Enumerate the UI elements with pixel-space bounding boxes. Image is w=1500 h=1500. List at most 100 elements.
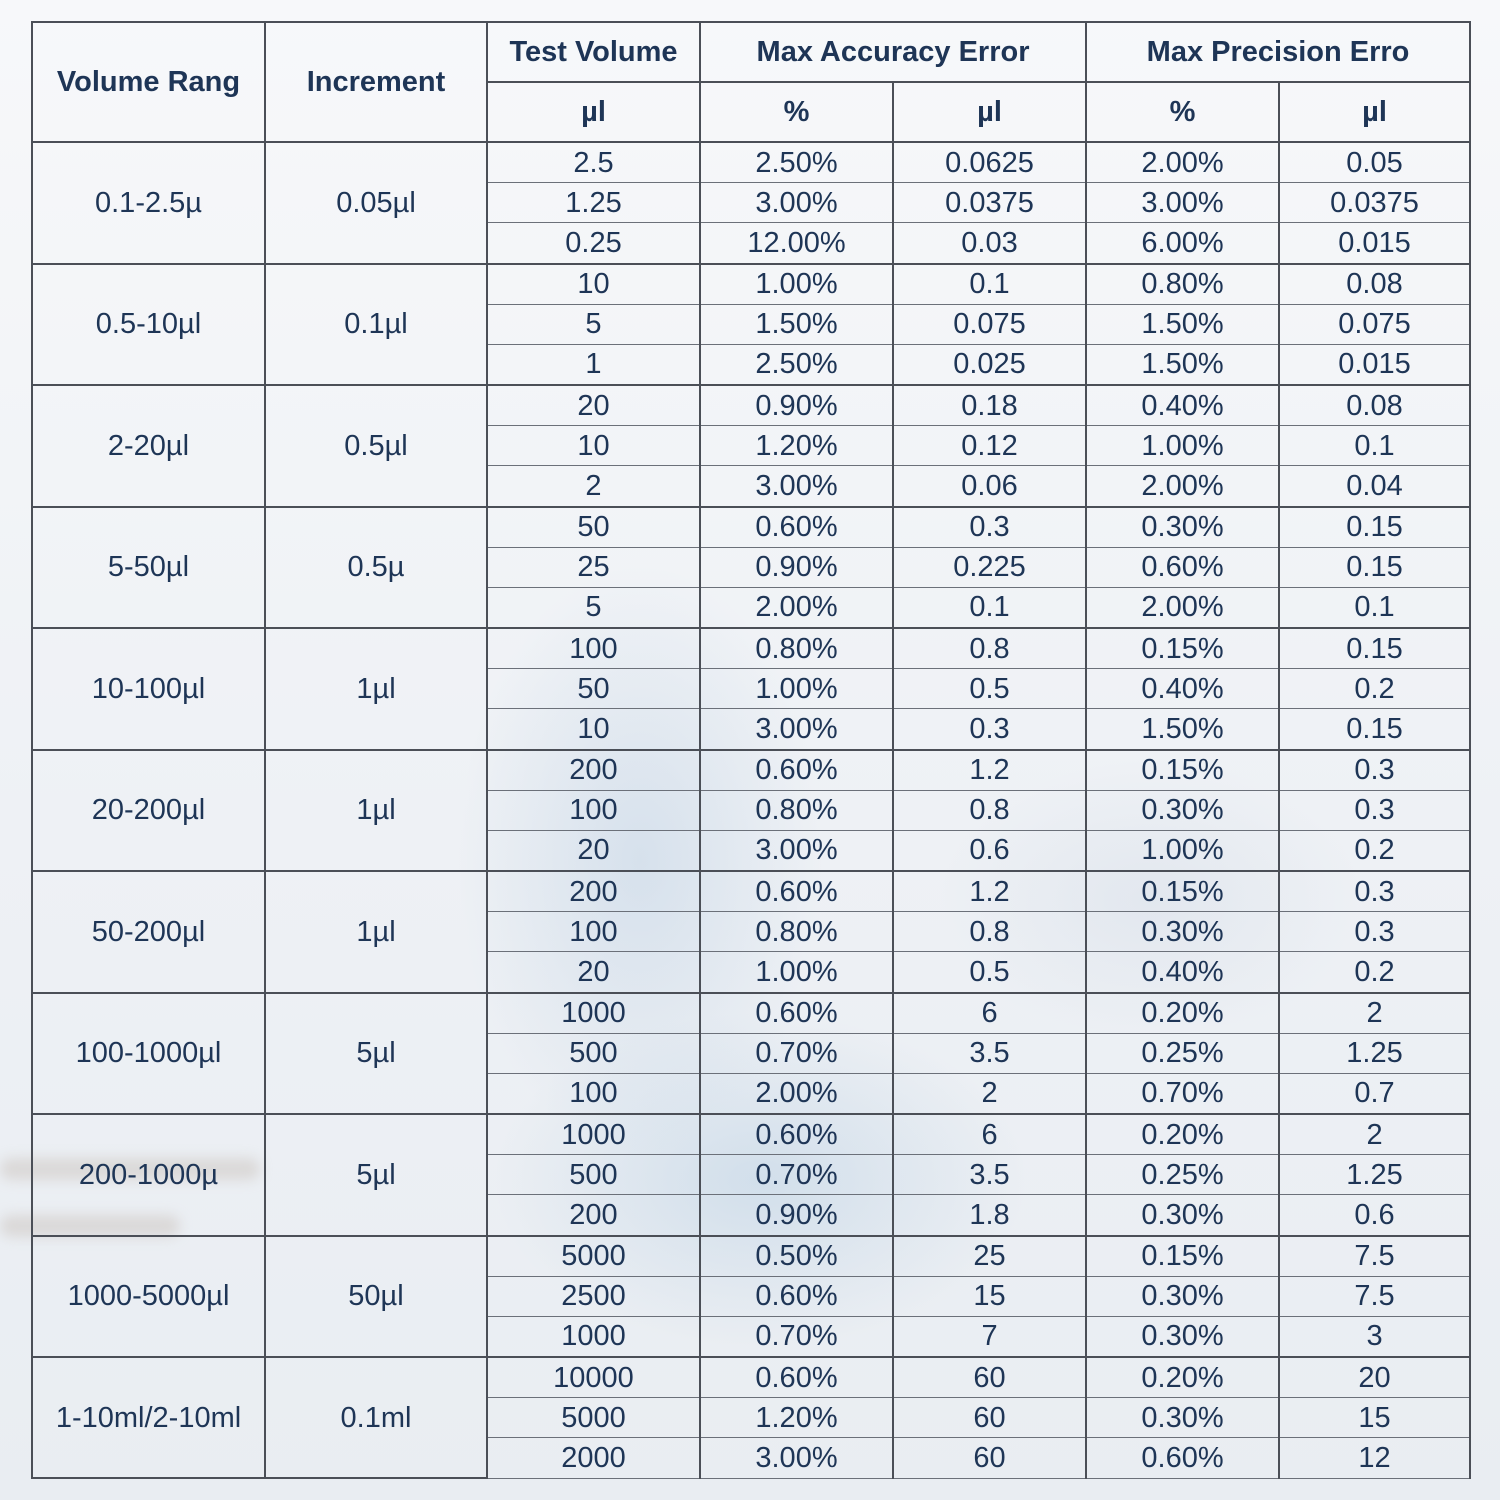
precision-ul-cell: 0.15 [1278,505,1472,548]
accuracy-percent-cell: 1.50% [699,303,894,345]
table-row: 1000-5000µl 50µl 5000 0.50% 25 0.15% 7.5 [31,1234,1472,1358]
table-row: 50-200µl 1µl 200 0.60% 1.2 0.15% 0.3 [31,870,1472,994]
table-row: 1-10ml/2-10ml 0.1ml 10000 0.60% 60 0.20% 20 [31,1356,1472,1479]
precision-percent-cell: 0.30% [1085,505,1281,548]
precision-ul-cell: 0.15 [1278,627,1472,670]
precision-percent-cell: 1.00% [1085,829,1281,872]
accuracy-percent-cell: 0.60% [699,870,894,913]
table-row: 0.1-2.5µ 0.05µl 2.5 2.50% 0.0625 2.00% 0.05 [31,141,1472,265]
accuracy-ul-cell: 0.5 [891,951,1088,993]
header-volume-range: Volume Rang [31,21,266,143]
test-volume-cell: 1 [486,343,701,386]
accuracy-percent-cell: 3.00% [699,708,894,750]
precision-percent-cell: 6.00% [1085,222,1281,264]
precision-percent-cell: 1.50% [1085,303,1281,345]
table-row: 10 3.00% 0.3 1.50% 0.15 [32,708,1472,750]
increment-cell: 1µl [264,870,488,994]
accuracy-percent-cell: 0.60% [699,1275,894,1317]
accuracy-percent-cell: 1.00% [699,668,894,710]
precision-percent-cell: 1.50% [1085,343,1281,386]
accuracy-ul-cell: 0.1 [891,586,1088,629]
precision-percent-cell: 3.00% [1085,182,1281,224]
accuracy-ul-cell: 0.06 [891,465,1088,507]
precision-ul-cell: 0.1 [1278,586,1472,629]
precision-percent-cell: 0.40% [1085,951,1281,993]
precision-ul-cell: 3 [1278,1315,1472,1358]
precision-ul-cell: 0.2 [1278,668,1472,710]
table-row: 10 1.20% 0.12 1.00% 0.1 [32,425,1472,467]
table-row: 100 2.00% 2 0.70% 0.7 [32,1072,1472,1115]
accuracy-percent-cell: 0.80% [699,911,894,953]
increment-cell: 5µl [264,1113,488,1237]
accuracy-percent-cell: 0.90% [699,546,894,588]
accuracy-percent-cell: 2.00% [699,1072,894,1115]
accuracy-percent-cell: 0.90% [699,1194,894,1236]
precision-percent-cell: 0.30% [1085,1315,1281,1358]
precision-percent-cell: 0.20% [1085,1356,1281,1399]
accuracy-percent-cell: 3.00% [699,465,894,507]
accuracy-ul-cell: 0.075 [891,303,1088,345]
accuracy-ul-cell: 3.5 [891,1032,1088,1074]
accuracy-percent-cell: 1.20% [699,1397,894,1439]
accuracy-ul-cell: 0.18 [891,384,1088,427]
precision-ul-cell: 0.05 [1278,141,1472,184]
precision-ul-cell: 1.25 [1278,1154,1472,1196]
accuracy-ul-cell: 0.6 [891,829,1088,872]
precision-percent-cell: 0.15% [1085,748,1281,791]
accuracy-ul-cell: 6 [891,1113,1088,1156]
precision-percent-cell: 0.25% [1085,1154,1281,1196]
accuracy-ul-cell: 60 [891,1437,1088,1479]
table-row: 1000 0.70% 7 0.30% 3 [32,1315,1472,1358]
test-volume-cell: 500 [486,1032,701,1074]
precision-ul-cell: 2 [1278,1113,1472,1156]
table-row: 500 0.70% 3.5 0.25% 1.25 [32,1154,1472,1196]
increment-cell: 0.1µl [264,262,488,386]
precision-ul-cell: 15 [1278,1397,1472,1439]
test-volume-cell: 1.25 [486,182,701,224]
increment-cell: 5µl [264,991,488,1115]
precision-percent-cell: 0.60% [1085,546,1281,588]
accuracy-ul-cell: 60 [891,1356,1088,1399]
precision-percent-cell: 0.60% [1085,1437,1281,1479]
accuracy-ul-cell: 2 [891,1072,1088,1115]
accuracy-percent-cell: 0.90% [699,384,894,427]
table-row: 10-100µl 1µl 100 0.80% 0.8 0.15% 0.15 [31,627,1472,751]
precision-percent-cell: 0.30% [1085,1397,1281,1439]
table-row: 25 0.90% 0.225 0.60% 0.15 [32,546,1472,588]
accuracy-ul-cell: 3.5 [891,1154,1088,1196]
table-row: 2500 0.60% 15 0.30% 7.5 [32,1275,1472,1317]
test-volume-cell: 100 [486,627,701,670]
volume-range-cell: 5-50µl [31,505,266,629]
test-volume-cell: 100 [486,789,701,831]
accuracy-percent-cell: 3.00% [699,182,894,224]
precision-percent-cell: 1.50% [1085,708,1281,750]
table-row: 0.25 12.00% 0.03 6.00% 0.015 [32,222,1472,264]
header-max-accuracy-error: Max Accuracy Error [698,21,1088,83]
precision-ul-cell: 0.015 [1278,343,1472,386]
table-row: 5000 1.20% 60 0.30% 15 [32,1397,1472,1439]
precision-ul-cell: 0.04 [1278,465,1472,507]
test-volume-cell: 2 [486,465,701,507]
accuracy-percent-cell: 0.60% [699,748,894,791]
accuracy-percent-cell: 1.00% [699,262,894,305]
test-volume-cell: 25 [486,546,701,588]
header-precision-ul: µl [1278,81,1472,143]
precision-ul-cell: 0.3 [1278,789,1472,831]
test-volume-cell: 500 [486,1154,701,1196]
accuracy-ul-cell: 0.025 [891,343,1088,386]
table-row: 100 0.80% 0.8 0.30% 0.3 [32,911,1472,953]
header-increment: Increment [264,21,488,143]
precision-percent-cell: 0.20% [1085,991,1281,1034]
precision-percent-cell: 2.00% [1085,465,1281,507]
precision-percent-cell: 0.25% [1085,1032,1281,1074]
pipette-spec-table: Volume Rang Increment Test Volume Max Ac… [31,21,1472,1479]
test-volume-cell: 2000 [486,1437,701,1479]
accuracy-percent-cell: 2.50% [699,343,894,386]
increment-cell: 0.1ml [264,1356,488,1479]
table-row: 1 2.50% 0.025 1.50% 0.015 [32,343,1472,386]
table-row: 20-200µl 1µl 200 0.60% 1.2 0.15% 0.3 [31,748,1472,872]
accuracy-percent-cell: 0.60% [699,505,894,548]
precision-percent-cell: 0.80% [1085,262,1281,305]
volume-range-cell: 0.5-10µl [31,262,266,386]
precision-ul-cell: 7.5 [1278,1234,1472,1277]
